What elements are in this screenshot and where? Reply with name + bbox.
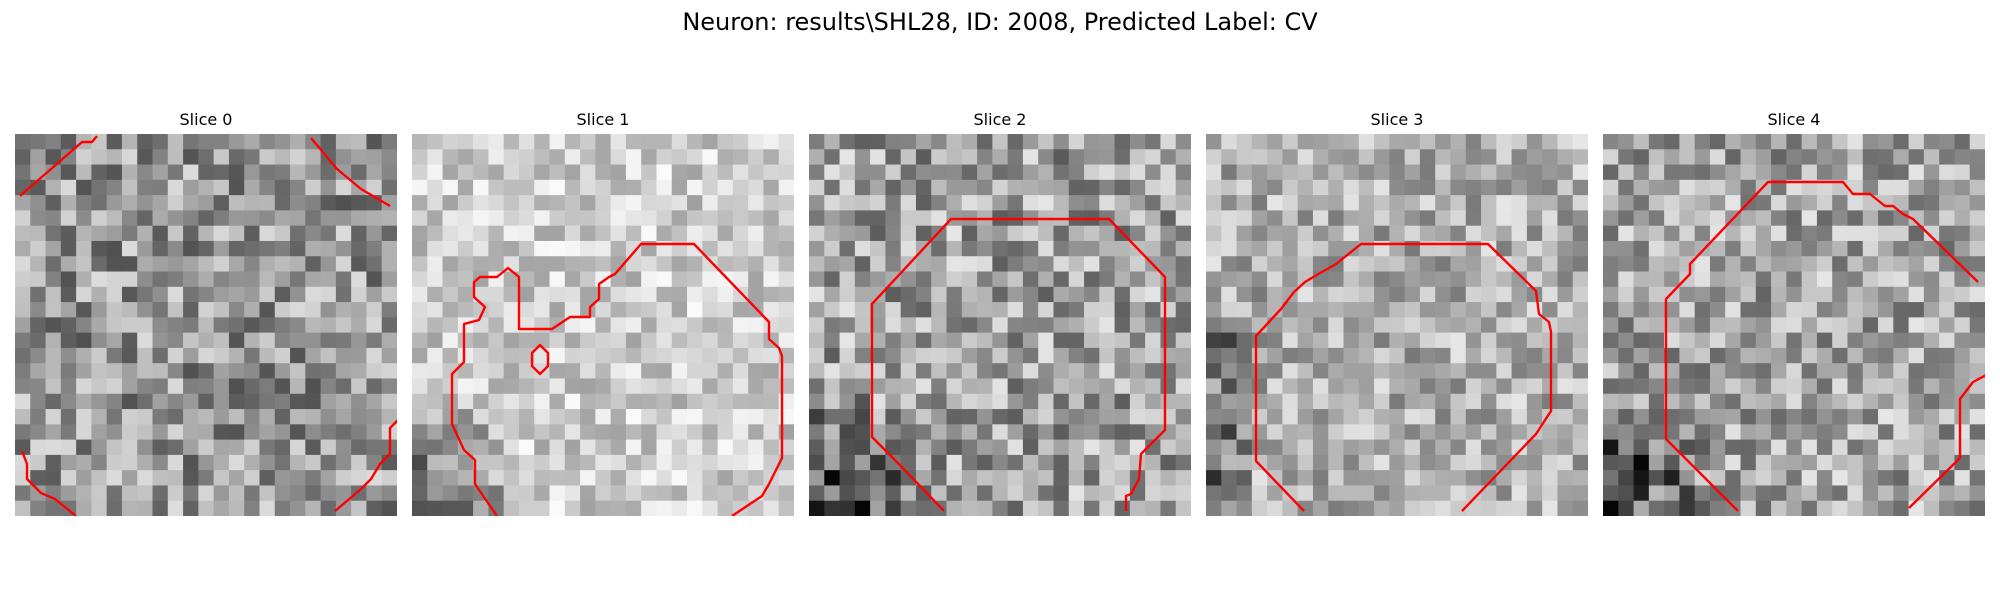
panel-slice-2: Slice 2 — [809, 108, 1191, 516]
slice-image — [1603, 134, 1985, 516]
contour-line — [310, 137, 391, 208]
panel-title: Slice 1 — [576, 110, 630, 129]
contour-line — [1254, 242, 1553, 512]
contour-line — [20, 450, 77, 516]
contour-line — [530, 343, 550, 376]
slice-image — [412, 134, 794, 516]
panel-slice-3: Slice 3 — [1206, 108, 1588, 516]
slice-image — [1206, 134, 1588, 516]
figure-title: Neuron: results\SHL28, ID: 2008, Predict… — [682, 8, 1318, 36]
contour-line — [334, 419, 397, 512]
contour-overlay — [450, 242, 784, 516]
contour-line — [1908, 374, 1985, 509]
contour-overlay — [19, 135, 397, 516]
panel-title: Slice 0 — [179, 110, 233, 129]
panel-slice-4: Slice 4 — [1603, 108, 1985, 516]
panel-slice-1: Slice 1 — [412, 108, 794, 516]
contour-line — [19, 135, 98, 197]
slice-image — [809, 134, 1191, 516]
contour-line — [870, 217, 1167, 512]
contour-overlay — [1664, 180, 1985, 512]
contour-overlay — [870, 217, 1167, 512]
panel-title: Slice 3 — [1370, 110, 1424, 129]
contour-line — [450, 242, 784, 516]
contour-overlay — [1254, 242, 1553, 512]
panel-title: Slice 4 — [1767, 110, 1821, 129]
contour-line — [1664, 180, 1979, 512]
slice-image — [15, 134, 397, 516]
panel-slice-0: Slice 0 — [15, 108, 397, 516]
panel-title: Slice 2 — [973, 110, 1027, 129]
